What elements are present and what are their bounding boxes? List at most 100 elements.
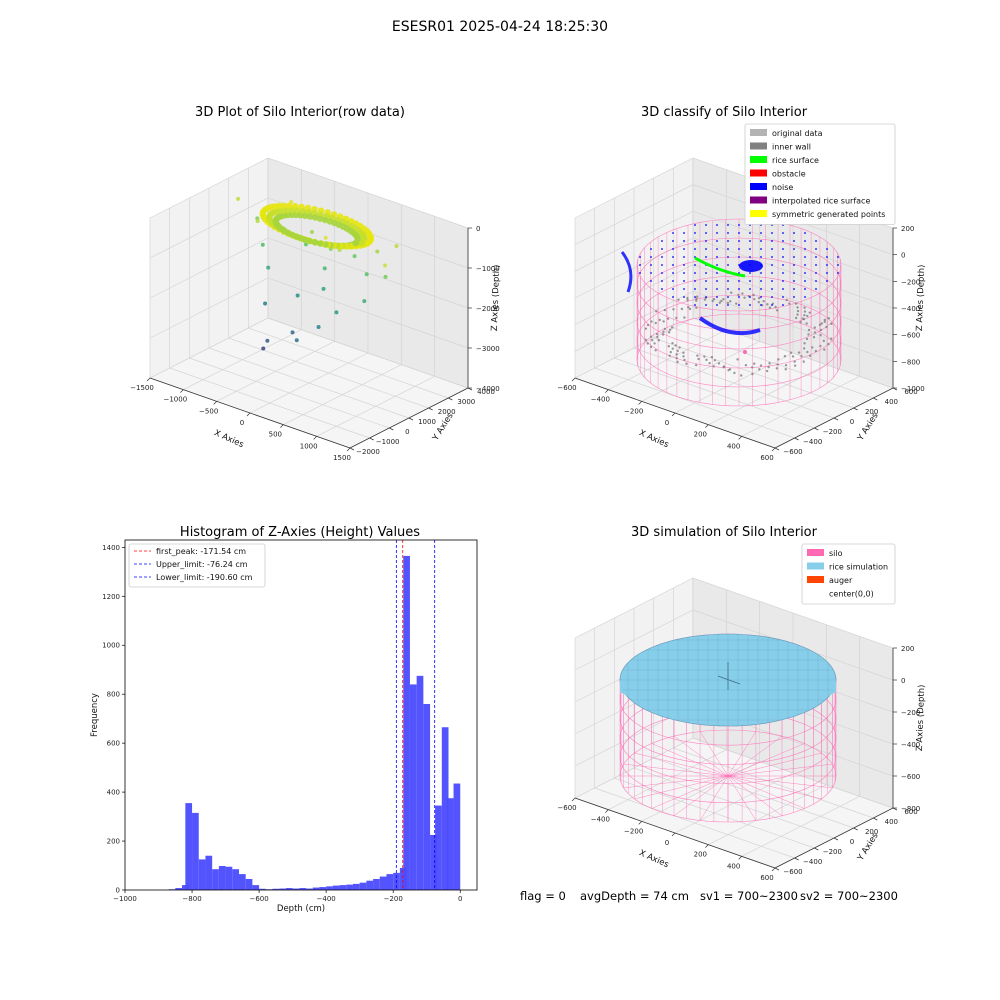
ring-point [306, 213, 314, 220]
silo-floor-spoke [727, 775, 757, 821]
noise-point [705, 232, 707, 234]
inner-wall-point [830, 337, 833, 340]
legend-label: noise [772, 183, 793, 192]
x-tick-label: 0 [240, 419, 244, 427]
ring-point [280, 202, 288, 209]
y-tick [833, 837, 839, 841]
inner-wall-point [651, 338, 654, 342]
inner-wall-point [656, 335, 659, 339]
noise-point [661, 272, 663, 274]
z-tick-label: 0 [901, 677, 905, 685]
histogram-bar [212, 869, 219, 890]
y-tick [794, 857, 799, 861]
noise-point [804, 256, 806, 258]
inner-wall-point [722, 297, 725, 301]
raw-point [265, 338, 270, 343]
inner-wall-point [789, 351, 793, 354]
histogram-bar [299, 888, 307, 890]
inner-wall-point [805, 322, 808, 325]
histogram-bar [326, 886, 333, 890]
inner-wall-point [807, 333, 810, 336]
silo-floor-spoke [651, 775, 729, 809]
inner-wall-point [820, 322, 823, 325]
raw-point [261, 346, 266, 351]
simulation-legend: silo rice simulation auger center(0,0) [801, 543, 896, 605]
ring-point [311, 214, 319, 221]
inner-wall-point [759, 364, 763, 367]
legend-label: auger [829, 576, 853, 585]
hist-y-tick-label: 800 [107, 691, 120, 699]
x-tick-label: 1000 [300, 442, 318, 450]
inner-wall-point [762, 299, 765, 303]
raw-point [294, 338, 299, 343]
raw-point [375, 249, 380, 254]
wall-grid-z [574, 184, 894, 255]
inner-wall-point [711, 299, 714, 303]
inner-wall-point [668, 328, 672, 331]
noise-point [661, 288, 663, 290]
inner-wall-point [741, 292, 744, 295]
inner-wall-point [658, 318, 661, 322]
rice-simulation-rim [620, 680, 836, 723]
ring-point [321, 216, 329, 224]
inner-wall-point [791, 355, 795, 358]
inner-wall-point [823, 348, 826, 351]
noise-point [705, 248, 707, 250]
legend-swatch [750, 196, 767, 204]
noise-point [639, 256, 641, 258]
noise-point [705, 224, 707, 226]
noise-point [738, 304, 740, 306]
noise-point [683, 280, 685, 282]
ring-point [275, 202, 283, 210]
noise-point [749, 240, 751, 242]
legend-label: inner wall [772, 143, 811, 152]
silo-floor-spoke [727, 775, 805, 809]
noise-point [771, 240, 773, 242]
noise-point [650, 272, 652, 274]
y-tick-label: −2000 [356, 448, 380, 456]
noise-point [837, 264, 839, 266]
y-tick [389, 427, 394, 431]
inner-wall-point [654, 321, 657, 325]
noise-point [793, 296, 795, 298]
noise-point [694, 224, 696, 226]
inner-wall-point [655, 310, 658, 313]
status-sv1: sv1 = 700~2300 [700, 889, 798, 903]
histogram-bar [259, 888, 266, 890]
z-tick-label: −3000 [476, 345, 500, 353]
noise-point [694, 248, 696, 250]
y-tick [774, 447, 780, 451]
raw-point [321, 286, 326, 291]
legend-swatch [750, 210, 767, 217]
noise-point [793, 264, 795, 266]
histogram-bar [218, 866, 226, 890]
inner-wall-point [672, 308, 675, 311]
inner-wall-point [717, 362, 721, 365]
noise-point [716, 256, 718, 258]
inner-wall-point [676, 360, 679, 364]
histogram-bar [453, 783, 461, 890]
noise-point [837, 256, 839, 258]
noise-point [793, 248, 795, 250]
inner-wall-point [796, 306, 799, 309]
legend-frame [744, 123, 896, 225]
inner-wall-point [680, 307, 684, 311]
x-tick [146, 377, 151, 382]
inner-wall-point [803, 314, 806, 317]
x-tick [771, 867, 776, 872]
inner-wall-point [686, 298, 689, 302]
inner-wall-point [653, 342, 656, 345]
inner-wall-point [649, 345, 653, 349]
raw-point [263, 301, 268, 306]
hist-y-tick-label: 0 [116, 887, 120, 895]
raw-point [362, 299, 367, 304]
z-tick-label: −800 [901, 358, 920, 366]
panel-raw-scatter: 3D Plot of Silo Interior(row data) −1500… [130, 105, 502, 462]
wall-grid-z [149, 237, 469, 309]
raw-point [323, 235, 328, 240]
y-tick [349, 447, 355, 451]
noise-point [705, 304, 707, 306]
y-tick-label: −1000 [376, 438, 400, 446]
hist-legend-frame [128, 543, 266, 588]
